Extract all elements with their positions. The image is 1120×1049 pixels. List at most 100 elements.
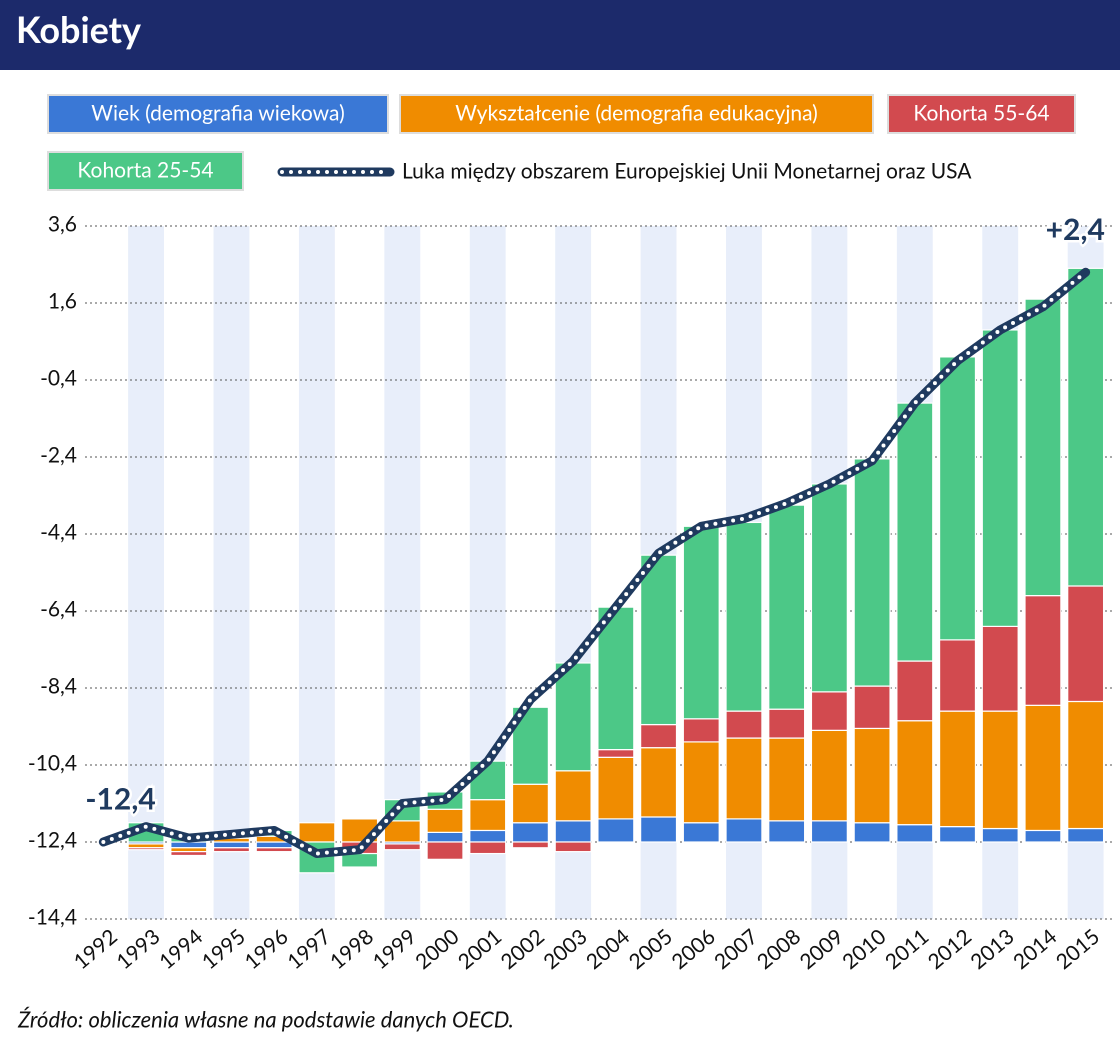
legend-box — [47, 94, 389, 134]
column-shade — [298, 226, 335, 919]
bar-segment — [896, 720, 934, 826]
bar-segment — [255, 847, 293, 853]
column-shade — [213, 226, 250, 919]
column-shade — [128, 226, 164, 919]
x-tick-label: 2008 — [752, 924, 805, 974]
x-tick-label: 2014 — [1008, 924, 1061, 974]
bar-segment — [1067, 700, 1105, 830]
legend-label: Kohorta 25-54 — [77, 157, 213, 182]
legend-label: Wykształcenie (demografia edukacyjna) — [455, 100, 818, 125]
bar-segment — [383, 820, 421, 843]
bar-segment — [853, 727, 891, 824]
bar-segment — [469, 829, 507, 843]
bar-segment — [1024, 298, 1062, 597]
x-tick-label: 2013 — [965, 924, 1018, 974]
bar-segment — [896, 402, 934, 662]
x-tick-label: 1992 — [69, 924, 122, 974]
x-tick-label: 2006 — [666, 924, 719, 974]
bar-segment — [853, 822, 891, 843]
y-tick-label: -12,4 — [28, 827, 77, 852]
bar-segment — [725, 818, 763, 843]
bar-segment — [127, 847, 165, 851]
x-tick-label: 2010 — [837, 924, 890, 974]
bar-segment — [981, 329, 1019, 628]
y-tick-label: -14,4 — [28, 904, 77, 929]
legend-label: Kohorta 55-64 — [913, 100, 1049, 125]
bar-segment — [682, 822, 720, 843]
bar-segment — [981, 625, 1019, 712]
x-tick-label: 1998 — [325, 924, 378, 974]
bar-segment — [682, 718, 720, 743]
bar-segment — [981, 710, 1019, 830]
header-bar — [0, 0, 1120, 70]
x-tick-label: 1993 — [111, 924, 164, 974]
value-label: -12,4 — [85, 781, 155, 817]
bar-segment — [640, 723, 678, 749]
bar-segment — [640, 554, 678, 726]
bar-segment — [682, 741, 720, 824]
x-tick-label: 1995 — [197, 924, 250, 974]
y-tick-label: -8,4 — [40, 673, 77, 698]
bar-segment — [640, 816, 678, 843]
chart-title: Kobiety — [16, 7, 141, 51]
bar-segment — [1024, 704, 1062, 832]
bar-segment — [1067, 267, 1105, 587]
bar-segment — [170, 851, 208, 857]
bar-segment — [768, 708, 806, 739]
gap-line — [98, 267, 1091, 859]
bar-segment — [810, 691, 848, 731]
y-tick-label: -0,4 — [40, 365, 77, 390]
x-tick-label: 2001 — [453, 924, 506, 974]
bar-segment — [383, 843, 421, 851]
bar-segment — [170, 841, 208, 849]
bar-segment — [1067, 827, 1105, 843]
bar-segment — [640, 747, 678, 818]
x-tick-label: 2007 — [709, 924, 762, 974]
bar-segment — [981, 827, 1019, 843]
x-tick-label: 1999 — [368, 924, 421, 974]
bar-segment — [810, 820, 848, 843]
bar-segment — [725, 737, 763, 820]
legend-box — [399, 94, 874, 134]
bar-segment — [597, 748, 635, 758]
y-tick-label: -2,4 — [40, 442, 77, 467]
gap-line-dots — [101, 270, 1088, 856]
legend-box — [887, 94, 1076, 134]
y-tick-label: -6,4 — [40, 596, 77, 621]
bar-segment — [896, 824, 934, 843]
bar-segment — [212, 847, 251, 853]
x-tick-label: 1997 — [282, 924, 335, 974]
x-tick-label: 2012 — [923, 924, 976, 974]
legend-label: Luka między obszarem Europejskiej Unii M… — [402, 158, 972, 183]
bar-segment — [938, 710, 977, 828]
bar-segment — [938, 825, 977, 843]
bar-segment — [426, 831, 464, 843]
bar-segment — [426, 841, 464, 860]
bar-segment — [511, 841, 549, 849]
x-tick-label: 2011 — [880, 924, 933, 974]
x-tick-label: 1994 — [154, 924, 207, 974]
x-tick-label: 2015 — [1051, 924, 1104, 974]
bar-segment — [554, 770, 592, 822]
y-tick-label: -4,4 — [40, 519, 77, 544]
bar-segment — [938, 356, 977, 641]
bar-segment — [469, 799, 507, 832]
bar-segment — [597, 606, 635, 751]
bar-segment — [554, 820, 592, 843]
x-tick-label: 2003 — [538, 924, 591, 974]
bar-segment — [511, 822, 549, 843]
bar-segment — [1024, 829, 1062, 843]
bar-segment — [853, 685, 891, 730]
bar-segment — [810, 729, 848, 822]
bar-segment — [938, 639, 977, 712]
bar-segment — [682, 525, 720, 720]
x-tick-label: 2002 — [496, 924, 549, 974]
bar-segment — [768, 820, 806, 843]
legend-box — [47, 151, 244, 191]
bar-segment — [341, 852, 379, 868]
bar-segment — [768, 504, 806, 710]
x-tick-label: 2004 — [581, 924, 634, 974]
y-tick-label: 3,6 — [48, 211, 77, 236]
bar-segment — [597, 818, 635, 843]
bar-segment — [896, 660, 934, 722]
